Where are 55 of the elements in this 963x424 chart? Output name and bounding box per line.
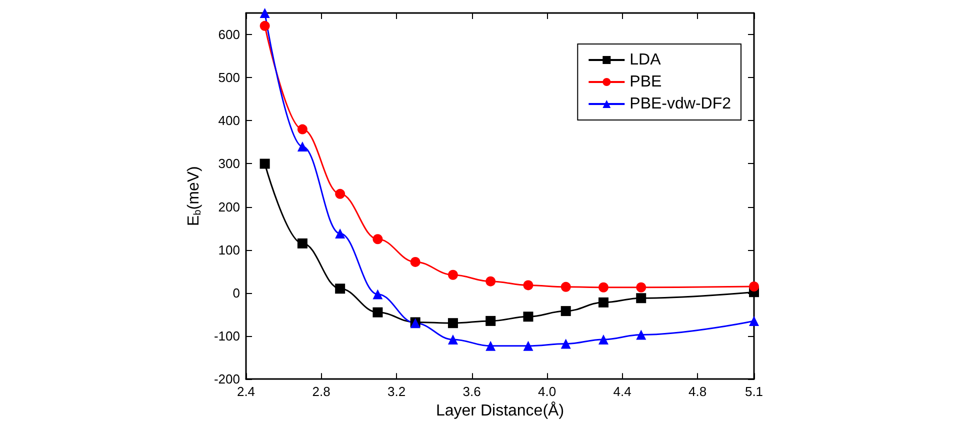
- x-tick-label: 4.8: [688, 384, 707, 400]
- point: [335, 188, 346, 199]
- y-axis-title: Eb(meV): [186, 166, 204, 226]
- y-tick-label: 300: [218, 156, 240, 172]
- x-tick-label: 2.4: [236, 384, 256, 400]
- point: [636, 330, 646, 340]
- point: [560, 338, 571, 349]
- point: [636, 282, 646, 292]
- point: [372, 307, 383, 318]
- x-tick-label: 2.8: [312, 384, 330, 400]
- y-tick-label: 400: [218, 113, 240, 128]
- legend-label: PBE-vdw-DF2: [630, 96, 732, 112]
- y-tick-label: -200: [214, 372, 240, 387]
- point: [486, 316, 496, 326]
- point: [448, 334, 458, 344]
- point: [297, 238, 308, 248]
- y-tick-label: 600: [218, 27, 240, 42]
- point: [560, 282, 571, 292]
- point: [372, 234, 383, 244]
- x-axis-title: Layer Distance(Å): [436, 402, 564, 420]
- point: [598, 297, 608, 308]
- legend-label: PBE: [630, 74, 662, 90]
- x-tick-label: 3.6: [462, 384, 481, 400]
- y-tick-label: 0: [232, 285, 240, 300]
- point: [523, 340, 534, 351]
- y-tick-label: 200: [218, 199, 240, 214]
- point: [486, 276, 496, 286]
- point: [749, 316, 759, 326]
- point: [448, 318, 458, 328]
- x-tick-label: 4.4: [613, 384, 632, 400]
- legend-label: LDA: [630, 52, 662, 68]
- point: [297, 142, 308, 152]
- point: [297, 124, 308, 134]
- point: [636, 293, 646, 304]
- point: [598, 334, 608, 344]
- point: [260, 8, 270, 18]
- point: [260, 158, 270, 169]
- point: [448, 270, 458, 280]
- point: [749, 282, 759, 292]
- y-tick-label: 100: [218, 242, 240, 258]
- point: [335, 284, 346, 294]
- point: [486, 340, 496, 351]
- x-tick-label: 3.2: [387, 384, 406, 400]
- x-tick-label: 4.0: [538, 384, 556, 400]
- point: [523, 280, 534, 290]
- y-tick-label: 500: [218, 70, 240, 86]
- y-tick-label: -100: [214, 328, 240, 344]
- point: [372, 289, 383, 300]
- x-tick-label: 5.1: [744, 384, 764, 400]
- point: [598, 282, 608, 292]
- point: [560, 306, 571, 316]
- point: [260, 20, 270, 31]
- point: [335, 228, 346, 239]
- point: [410, 256, 420, 267]
- point: [523, 312, 534, 322]
